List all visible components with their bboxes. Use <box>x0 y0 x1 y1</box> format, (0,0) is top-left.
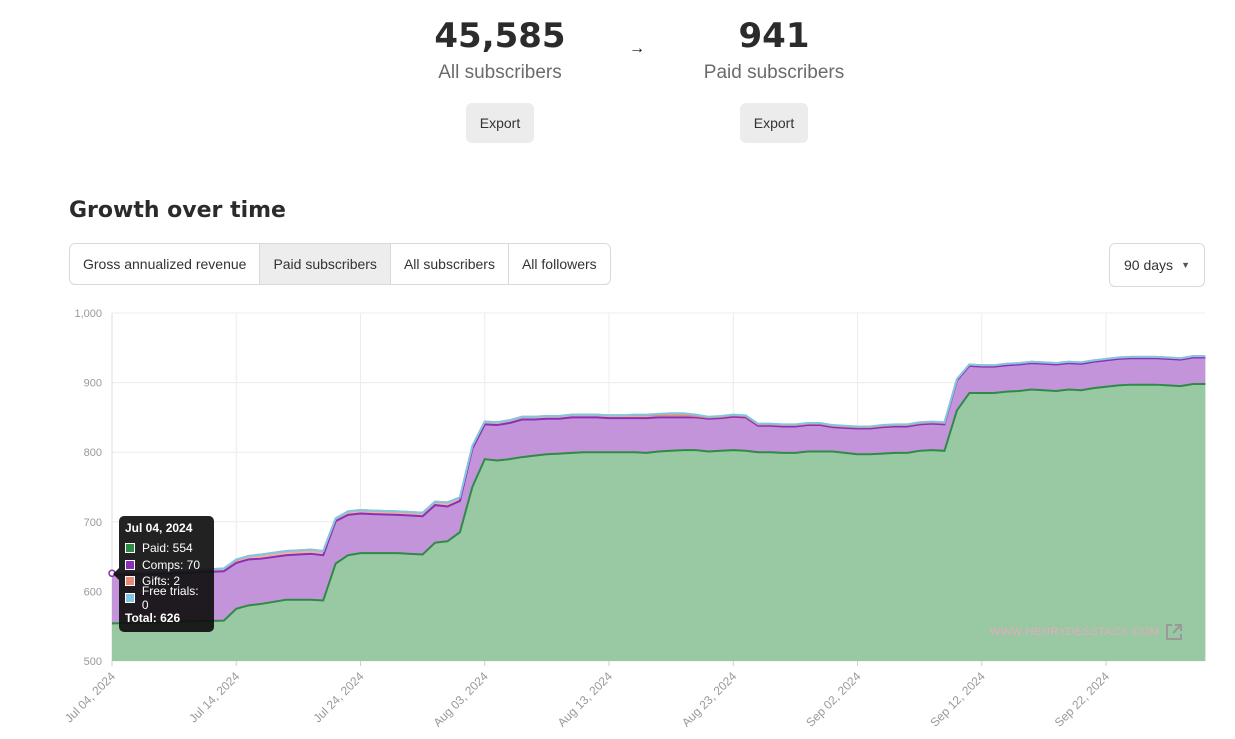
x-tick-label: Aug 13, 2024 <box>555 669 616 730</box>
y-tick-label: 500 <box>84 656 102 668</box>
y-tick-label: 1,000 <box>74 308 102 320</box>
y-tick-label: 800 <box>84 447 102 459</box>
tab-gross-annualized-revenue[interactable]: Gross annualized revenue <box>70 244 261 284</box>
paid-subscribers-label: Paid subscribers <box>703 62 845 83</box>
x-tick-label: Jul 24, 2024 <box>310 669 366 725</box>
tooltip-gifts-label: Gifts: 2 <box>142 574 181 589</box>
date-range-value: 90 days <box>1124 257 1174 273</box>
x-tick-label: Sep 12, 2024 <box>927 669 988 730</box>
line-paid <box>111 382 1206 625</box>
metric-tabs: Gross annualized revenue Paid subscriber… <box>69 243 611 285</box>
paid-subscribers-stat: 941 Paid subscribers <box>664 14 884 84</box>
chevron-down-icon: ▼ <box>1181 260 1190 270</box>
tooltip-row-comps: Comps: 70 <box>125 557 208 574</box>
export-all-subscribers-button[interactable]: Export <box>466 103 534 143</box>
x-tick-label: Jul 04, 2024 <box>62 669 118 725</box>
free-trials-swatch <box>125 592 135 603</box>
y-tick-label: 700 <box>84 517 102 529</box>
external-link-icon <box>1165 624 1182 640</box>
area-paid <box>112 383 1206 661</box>
tooltip-row-gifts: Gifts: 2 <box>125 573 208 590</box>
growth-chart[interactable]: 500 600 700 800 900 1,000 Jul 04, 2024 Jul 14,… <box>0 295 1235 739</box>
tooltip-paid-label: Paid: 554 <box>142 541 193 556</box>
tooltip-date: Jul 04, 2024 <box>125 521 193 535</box>
y-tick-label: 900 <box>84 378 102 390</box>
tooltip-row-paid: Paid: 554 <box>125 540 208 557</box>
tab-paid-subscribers[interactable]: Paid subscribers <box>260 244 391 284</box>
export-paid-subscribers-button[interactable]: Export <box>740 103 808 143</box>
watermark[interactable]: WWW.HENRYDESSTACK.COM <box>990 622 1184 642</box>
y-tick-label: 600 <box>84 586 102 598</box>
x-tick-label: Jul 14, 2024 <box>186 669 242 725</box>
tab-all-subscribers[interactable]: All subscribers <box>391 244 509 284</box>
all-subscribers-label: All subscribers <box>438 62 562 83</box>
x-tick-label: Aug 03, 2024 <box>430 669 491 730</box>
comps-swatch <box>125 559 135 570</box>
x-tick-label: Aug 23, 2024 <box>679 669 740 730</box>
paid-subscribers-count: 941 <box>738 16 810 56</box>
tooltip-row-free-trials: Free trials: 0 <box>125 584 208 612</box>
arrow-right-icon: → <box>629 40 645 57</box>
all-subscribers-count: 45,585 <box>434 16 566 56</box>
line-comps <box>111 356 1206 576</box>
x-tick-label: Sep 02, 2024 <box>803 669 864 730</box>
all-subscribers-stat: 45,585 All subscribers <box>390 14 610 84</box>
chart-tooltip: Jul 04, 2024 Paid: 554 Comps: 70 Gifts: … <box>113 516 214 632</box>
tab-all-followers[interactable]: All followers <box>521 256 597 272</box>
tooltip-free-trials-label: Free trials: 0 <box>141 583 199 612</box>
x-tick-label: Sep 22, 2024 <box>1052 669 1113 730</box>
line-free-trials <box>111 355 1206 575</box>
section-title: Growth over time <box>69 198 286 223</box>
date-range-select[interactable]: 90 days ▼ <box>1109 243 1205 287</box>
tooltip-comps-label: Comps: 70 <box>142 557 201 572</box>
tooltip-total: Total: 626 <box>125 611 181 625</box>
watermark-text: WWW.HENRYDESSTACK.COM <box>990 626 1160 638</box>
gifts-swatch <box>125 576 135 587</box>
paid-swatch <box>125 543 135 554</box>
